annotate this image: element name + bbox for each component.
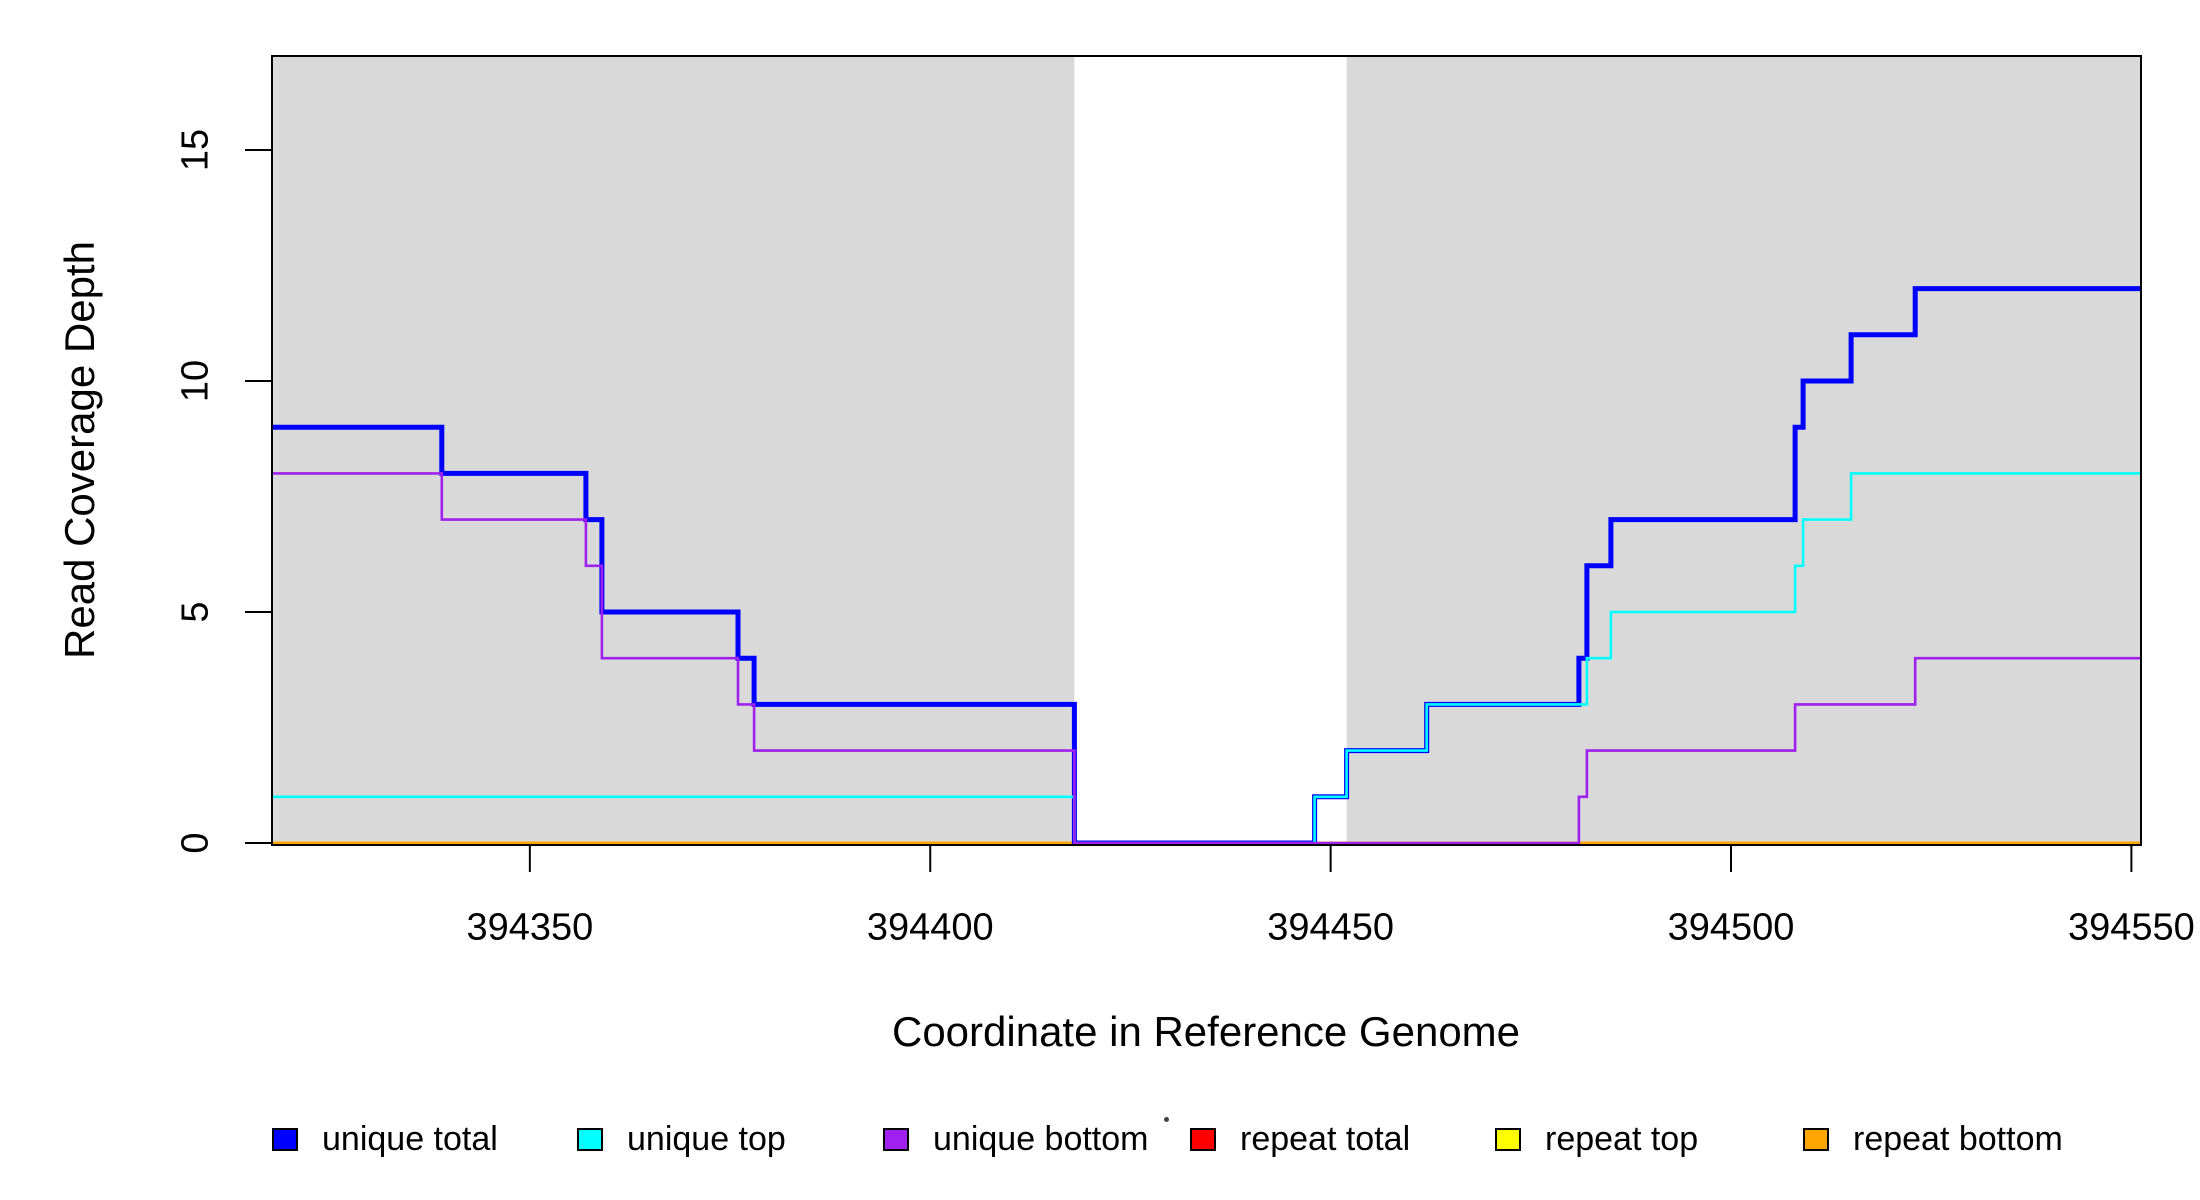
y-axis-title: Read Coverage Depth [56, 241, 103, 659]
x-tick-label-394350: 394350 [466, 906, 594, 949]
y-tick-label-0: 0 [174, 832, 217, 854]
x-tick-label-394500: 394500 [1667, 906, 1795, 949]
x-tick-label-394450: 394450 [1267, 906, 1395, 949]
series-unique-bottom [272, 472, 2141, 845]
legend-swatch-unique-bottom [883, 1128, 909, 1151]
x-axis-title: Coordinate in Reference Genome [891, 1008, 1521, 1055]
legend-label-repeat-top: repeat top [1545, 1120, 1699, 1158]
plot-box [271, 55, 2142, 846]
legend-swatch-repeat-bottom [1803, 1128, 1829, 1151]
shaded-region-2 [1346, 56, 2141, 845]
legend-item-unique-total: unique total [272, 1120, 498, 1159]
legend-swatch-repeat-total [1190, 1128, 1216, 1151]
shaded-region-1 [272, 56, 1075, 845]
legend-label-repeat-bottom: repeat bottom [1853, 1120, 2063, 1158]
legend-swatch-repeat-top [1495, 1128, 1521, 1151]
legend-label-unique-total: unique total [322, 1120, 498, 1158]
legend-label-unique-top: unique top [627, 1120, 786, 1158]
series-unique-top [272, 472, 2141, 845]
legend-item-unique-bottom: unique bottom [883, 1120, 1149, 1159]
stray-dot [1164, 1117, 1169, 1122]
legend-swatch-unique-top [577, 1128, 603, 1151]
x-tick-label-394400: 394400 [866, 906, 994, 949]
y-tick-label-10: 10 [174, 359, 217, 403]
legend-item-repeat-total: repeat total [1190, 1120, 1410, 1159]
x-tick-label-394550: 394550 [2067, 906, 2195, 949]
legend-item-repeat-top: repeat top [1495, 1120, 1698, 1159]
legend-label-unique-bottom: unique bottom [933, 1120, 1149, 1158]
y-tick-label-15: 15 [174, 128, 217, 172]
legend-item-repeat-bottom: repeat bottom [1803, 1120, 2063, 1159]
y-tick-label-5: 5 [174, 601, 217, 623]
legend-item-unique-top: unique top [577, 1120, 786, 1159]
legend-swatch-unique-total [272, 1128, 298, 1151]
legend-label-repeat-total: repeat total [1240, 1120, 1411, 1158]
